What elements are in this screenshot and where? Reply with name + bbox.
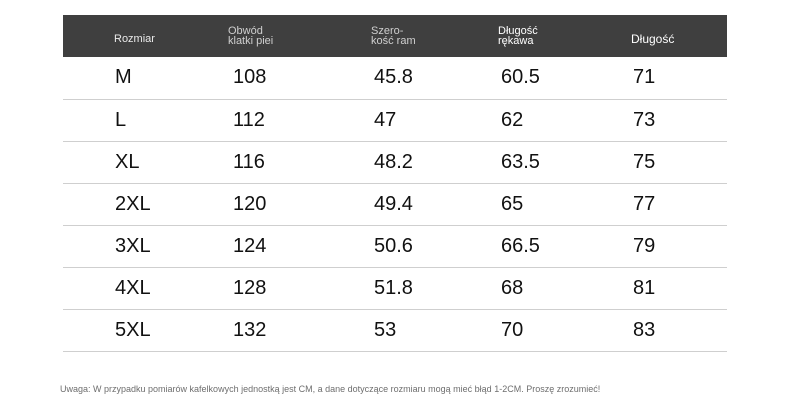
table-row: 5XL 132 53 70 83 (63, 309, 727, 351)
cell-sleeve-length: 63.5 (501, 150, 540, 173)
cell-chest: 120 (233, 192, 267, 215)
cell-shoulder-width: 47 (374, 108, 397, 131)
cell-chest: 108 (233, 66, 267, 89)
table-header: Rozmiar Obwód klatki piei Szero- kość ra… (63, 15, 727, 57)
cell-length: 75 (633, 150, 656, 173)
cell-sleeve-length: 68 (501, 276, 524, 299)
cell-shoulder-width: 50.6 (374, 234, 413, 257)
cell-sleeve-length: 66.5 (501, 234, 540, 257)
cell-size: 4XL (115, 276, 151, 299)
cell-shoulder-width: 51.8 (374, 276, 413, 299)
cell-chest: 124 (233, 234, 267, 257)
header-length: Długość (631, 32, 675, 46)
cell-length: 83 (633, 318, 656, 341)
table-row: M 108 45.8 60.5 71 (63, 57, 727, 99)
cell-sleeve-length: 70 (501, 318, 524, 341)
cell-chest: 128 (233, 276, 267, 299)
cell-length: 81 (633, 276, 656, 299)
cell-chest: 112 (233, 108, 265, 131)
cell-sleeve-length: 62 (501, 108, 524, 131)
cell-sleeve-length: 60.5 (501, 66, 540, 89)
cell-size: XL (115, 150, 140, 173)
header-chest: Obwód klatki piei (228, 25, 274, 47)
cell-shoulder-width: 48.2 (374, 150, 413, 173)
cell-shoulder-width: 45.8 (374, 66, 413, 89)
header-row: Rozmiar Obwód klatki piei Szero- kość ra… (63, 15, 727, 57)
cell-length: 77 (633, 192, 656, 215)
table-row: L 112 47 62 73 (63, 99, 727, 141)
cell-size: L (115, 108, 127, 131)
cell-length: 71 (633, 66, 656, 89)
cell-chest: 132 (233, 318, 267, 341)
header-shoulder-width: Szero- kość ram (371, 25, 416, 47)
cell-shoulder-width: 53 (374, 318, 397, 341)
cell-length: 79 (633, 234, 656, 257)
header-sleeve-length: Długość rękawa (498, 25, 538, 47)
table-body: M 108 45.8 60.5 71 L 112 47 62 73 XL 116… (63, 57, 727, 351)
cell-size: 5XL (115, 318, 151, 341)
cell-size: 3XL (115, 234, 151, 257)
cell-length: 73 (633, 108, 656, 131)
table-row: 4XL 128 51.8 68 81 (63, 267, 727, 309)
measurement-note: Uwaga: W przypadku pomiarów kafelkowych … (60, 384, 601, 394)
cell-size: 2XL (115, 192, 151, 215)
table-row: 3XL 124 50.6 66.5 79 (63, 225, 727, 267)
cell-sleeve-length: 65 (501, 192, 524, 215)
table-row: XL 116 48.2 63.5 75 (63, 141, 727, 183)
cell-shoulder-width: 49.4 (374, 192, 413, 215)
header-size: Rozmiar (114, 33, 155, 45)
cell-chest: 116 (233, 150, 265, 173)
cell-size: M (115, 66, 132, 89)
size-chart-table: Rozmiar Obwód klatki piei Szero- kość ra… (63, 15, 727, 352)
table-row: 2XL 120 49.4 65 77 (63, 183, 727, 225)
